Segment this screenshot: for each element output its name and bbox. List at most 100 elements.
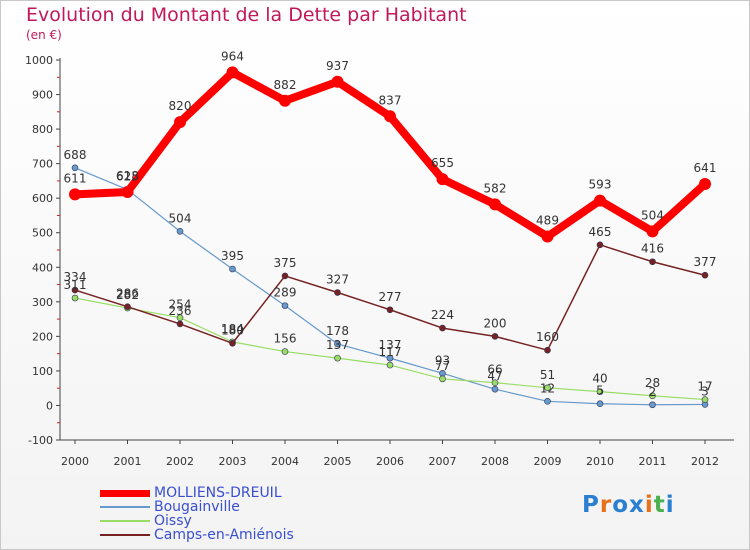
legend-label: MOLLIENS-DREUIL [154, 485, 282, 501]
data-point-bougainville [229, 265, 236, 273]
data-label-oissy: 184 [221, 322, 244, 336]
data-label-bougainville: 178 [326, 324, 349, 338]
data-label-bougainville: 137 [379, 338, 402, 352]
y-tick-label: -100 [28, 434, 53, 447]
data-label-bougainville: 688 [64, 148, 87, 162]
logo-letter: i [665, 492, 675, 518]
x-tick-label: 2001 [114, 455, 142, 468]
x-tick-label: 2000 [61, 455, 89, 468]
data-point-molliens-dreuil [384, 110, 396, 123]
data-label-molliens-dreuil: 964 [221, 49, 244, 63]
x-tick-label: 2009 [534, 455, 562, 468]
data-label-oissy: 51 [540, 368, 555, 382]
y-tick-label: 100 [32, 365, 53, 378]
data-label-oissy: 40 [592, 372, 607, 386]
legend-item: Bougainville [100, 500, 294, 514]
data-point-oissy [491, 379, 499, 386]
logo-letter: r [599, 492, 613, 518]
data-label-camps-en-amienois: 160 [536, 330, 559, 344]
data-point-oissy [281, 348, 289, 355]
data-point-oissy [386, 361, 394, 369]
x-tick-label: 2004 [271, 455, 299, 468]
data-point-bougainville [176, 228, 184, 235]
x-tick-label: 2011 [639, 455, 667, 468]
data-label-molliens-dreuil: 655 [431, 156, 454, 170]
data-point-camps-en-amienois [281, 272, 289, 280]
data-point-molliens-dreuil [594, 194, 606, 207]
x-tick-label: 2003 [219, 455, 247, 468]
x-tick-label: 2002 [166, 455, 194, 468]
data-label-camps-en-amienois: 286 [116, 287, 139, 301]
data-label-molliens-dreuil: 582 [484, 181, 507, 195]
data-label-camps-en-amienois: 200 [484, 316, 507, 330]
logo-letter: P [582, 492, 600, 518]
data-point-molliens-dreuil [69, 188, 81, 201]
data-point-molliens-dreuil [279, 94, 291, 107]
data-label-oissy: 156 [274, 332, 297, 346]
y-tick-label: 900 [32, 89, 53, 102]
proxiti-logo: Proxiti [582, 492, 675, 518]
x-tick-label: 2007 [429, 455, 457, 468]
data-label-molliens-dreuil: 641 [694, 161, 717, 175]
data-label-bougainville: 504 [169, 211, 192, 225]
x-tick-label: 2008 [481, 455, 509, 468]
data-point-bougainville [596, 400, 604, 408]
chart-title: Evolution du Montant de la Dette par Hab… [26, 4, 467, 26]
data-label-camps-en-amienois: 180 [221, 323, 244, 337]
y-tick-label: 300 [32, 296, 53, 309]
data-point-oissy [596, 388, 604, 395]
chart-subtitle: (en €) [26, 28, 62, 42]
x-tick-label: 2012 [691, 455, 719, 468]
data-label-molliens-dreuil: 611 [64, 171, 87, 185]
data-point-bougainville [386, 354, 394, 362]
data-point-camps-en-amienois [649, 258, 656, 266]
data-label-camps-en-amienois: 465 [589, 225, 612, 239]
legend-item: MOLLIENS-DREUIL [100, 486, 294, 500]
data-point-bougainville [544, 398, 551, 405]
data-point-oissy [334, 354, 341, 362]
data-label-molliens-dreuil: 820 [169, 99, 192, 113]
data-label-camps-en-amienois: 375 [274, 256, 297, 270]
data-label-bougainville: 5 [596, 384, 604, 398]
x-tick-label: 2006 [376, 455, 404, 468]
data-point-molliens-dreuil [489, 198, 501, 211]
data-label-oissy: 77 [435, 359, 450, 373]
data-point-bougainville [71, 164, 79, 172]
data-label-oissy: 17 [697, 380, 712, 394]
data-point-bougainville [281, 302, 289, 309]
data-point-camps-en-amienois [229, 339, 236, 347]
data-label-bougainville: 47 [487, 369, 502, 383]
data-label-molliens-dreuil: 837 [379, 93, 402, 107]
y-tick-label: 1000 [25, 54, 53, 67]
data-label-camps-en-amienois: 236 [169, 304, 192, 318]
data-point-bougainville [491, 385, 499, 393]
data-label-bougainville: 395 [221, 249, 244, 263]
data-label-oissy: 282 [116, 288, 139, 302]
data-point-camps-en-amienois [491, 333, 499, 340]
data-label-oissy: 28 [645, 376, 660, 390]
data-point-molliens-dreuil [436, 173, 449, 186]
data-point-camps-en-amienois [176, 320, 184, 328]
data-point-oissy [701, 396, 709, 403]
y-tick-label: 400 [32, 261, 53, 274]
data-point-molliens-dreuil [121, 185, 134, 198]
data-point-camps-en-amienois [124, 303, 131, 310]
data-point-camps-en-amienois [386, 306, 394, 314]
data-label-molliens-dreuil: 504 [641, 208, 664, 222]
legend-swatch [100, 534, 150, 536]
data-point-oissy [544, 384, 551, 392]
y-tick-label: 200 [32, 330, 53, 343]
data-label-bougainville: 289 [274, 286, 297, 300]
legend-swatch [100, 520, 150, 522]
logo-letter: o [612, 492, 630, 518]
data-label-bougainville: 12 [540, 381, 555, 395]
data-label-bougainville: 93 [435, 353, 450, 367]
data-label-camps-en-amienois: 224 [431, 308, 454, 322]
y-tick-label: 600 [32, 192, 53, 205]
x-tick-label: 2005 [324, 455, 352, 468]
y-tick-label: 800 [32, 123, 53, 136]
data-point-camps-en-amienois [701, 271, 709, 279]
data-point-molliens-dreuil [646, 225, 659, 238]
x-tick-label: 2010 [586, 455, 614, 468]
